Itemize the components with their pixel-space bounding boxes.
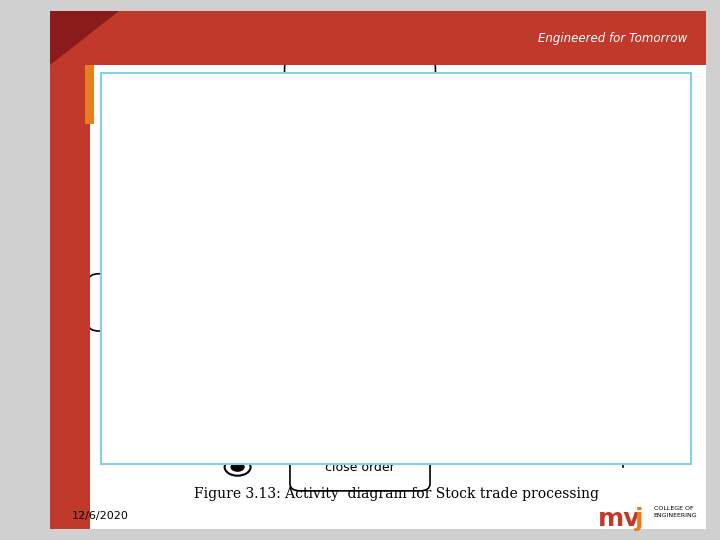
FancyBboxPatch shape	[269, 279, 408, 326]
Text: settle trade: settle trade	[302, 361, 375, 374]
Text: close order: close order	[325, 461, 395, 474]
Text: send
confirmation: send confirmation	[117, 288, 192, 316]
Circle shape	[230, 76, 253, 91]
FancyBboxPatch shape	[284, 60, 436, 107]
Text: j: j	[635, 508, 644, 531]
FancyBboxPatch shape	[290, 443, 430, 491]
FancyBboxPatch shape	[89, 274, 221, 331]
Circle shape	[230, 462, 245, 472]
Text: mv: mv	[598, 508, 640, 531]
Text: send
failure notice: send failure notice	[584, 288, 662, 316]
Text: verify order: verify order	[323, 77, 397, 90]
FancyBboxPatch shape	[282, 244, 394, 253]
Text: update online
portfolio: update online portfolio	[445, 288, 527, 316]
Text: Figure 3.13: Activity  diagram for Stock trade processing: Figure 3.13: Activity diagram for Stock …	[194, 487, 598, 501]
FancyBboxPatch shape	[564, 274, 682, 331]
Text: Engineered for Tomorrow: Engineered for Tomorrow	[539, 32, 688, 45]
FancyBboxPatch shape	[269, 343, 408, 391]
Text: debit account: debit account	[295, 296, 382, 309]
FancyBboxPatch shape	[416, 274, 556, 331]
FancyBboxPatch shape	[282, 410, 394, 419]
Circle shape	[225, 458, 251, 476]
Text: execute order: execute order	[316, 137, 404, 150]
Text: 12/6/2020: 12/6/2020	[72, 511, 129, 521]
Text: [success]: [success]	[282, 213, 330, 222]
Polygon shape	[325, 183, 394, 222]
FancyBboxPatch shape	[277, 119, 443, 167]
Text: [failure]: [failure]	[476, 188, 518, 198]
Text: COLLEGE OF
ENGINEERING: COLLEGE OF ENGINEERING	[654, 506, 698, 518]
